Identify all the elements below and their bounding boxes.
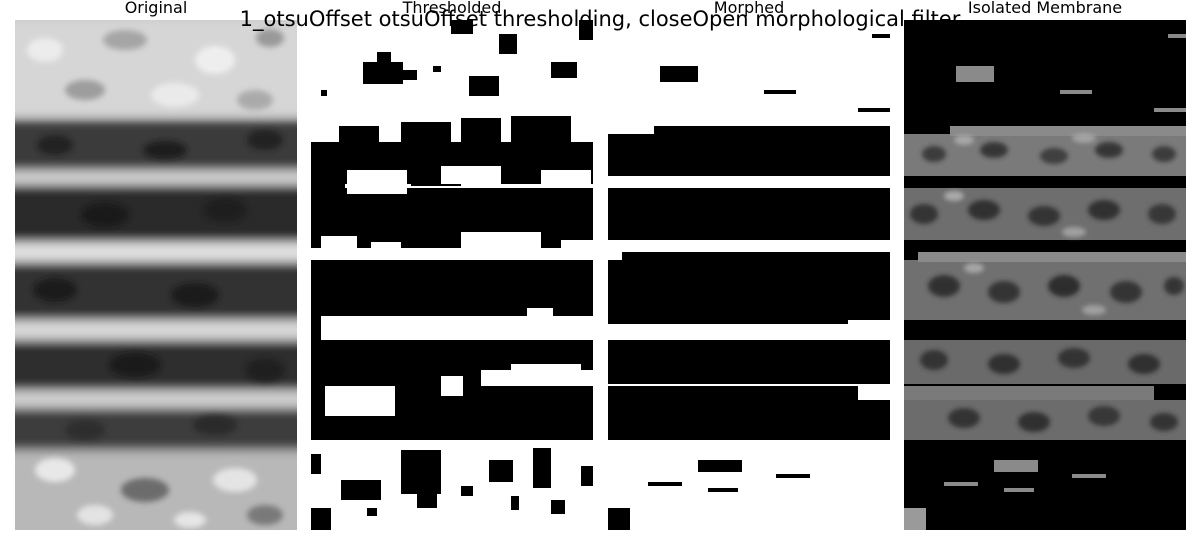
figure-suptitle: 1_otsuOffset otsuOffset thresholding, cl… [239,7,961,31]
panel-title-morphed: Morphed [713,0,785,17]
morphed-image [608,20,890,530]
panel-title-thresholded: Thresholded [402,0,502,17]
panel-title-original: Original [124,0,188,17]
original-image [15,20,297,530]
panel-title-isolated-membrane: Isolated Membrane [967,0,1123,17]
panel-thresholded: Thresholded [311,0,593,530]
thresholded-image [311,20,593,530]
isolated-membrane-image [904,20,1186,530]
panel-original: Original [15,0,297,530]
panel-isolated-membrane: Isolated Membrane [904,0,1186,530]
panel-morphed: Morphed [608,0,890,530]
